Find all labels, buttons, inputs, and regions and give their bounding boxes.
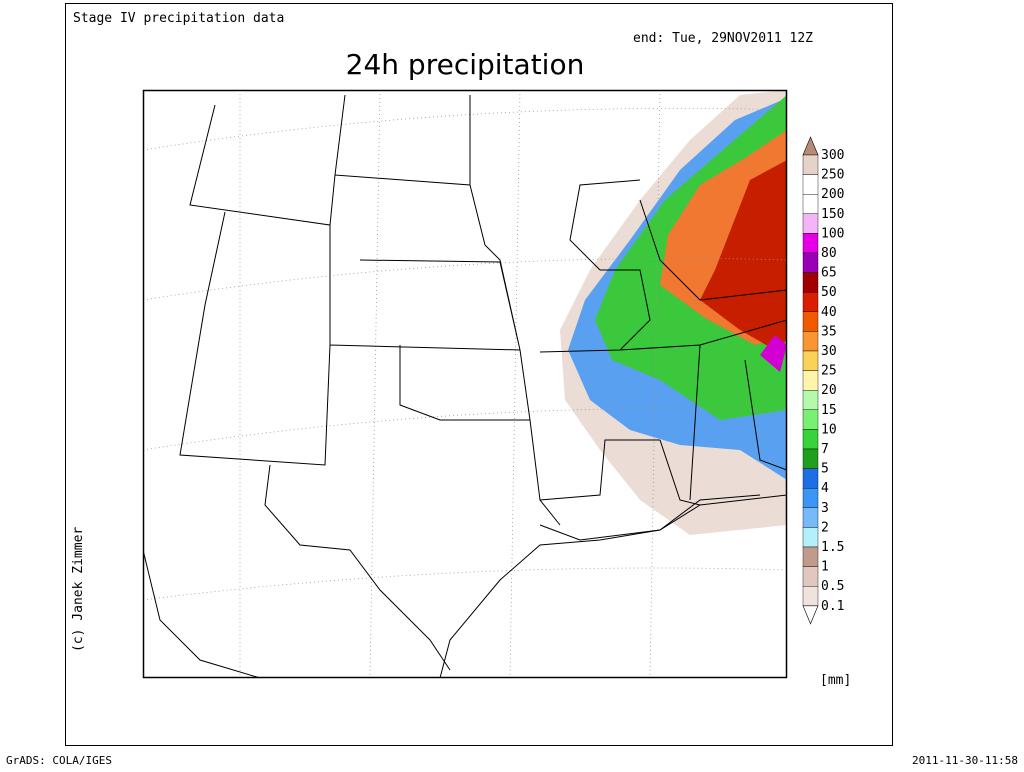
colorbar-box: [802, 174, 819, 195]
footer-left: GrADS: COLA/IGES: [6, 754, 112, 767]
colorbar-label: 150: [821, 207, 844, 222]
colorbar-label: 5: [821, 462, 829, 477]
colorbar-box: [802, 311, 819, 332]
precip-magenta: [760, 335, 787, 372]
colorbar-label: 50: [821, 285, 837, 300]
colorbar-box: [802, 546, 819, 567]
unit: [mm]: [820, 673, 851, 688]
credit: (c) Janek Zimmer: [71, 527, 86, 652]
colorbar-box: [802, 448, 819, 469]
colorbar-box: [802, 331, 819, 352]
colorbar-box: [802, 429, 819, 450]
colorbar-box: [802, 468, 819, 489]
state-borders: [179, 94, 787, 671]
colorbar-box: [802, 292, 819, 313]
colorbar-label: 25: [821, 364, 837, 379]
footer-right: 2011-11-30-11:58: [912, 754, 1018, 767]
colorbar-label: 10: [821, 422, 837, 437]
colorbar-box: [802, 350, 819, 371]
colorbar-box: [802, 233, 819, 254]
colorbar-label: 250: [821, 168, 844, 183]
colorbar-label: 200: [821, 187, 844, 202]
colorbar-label: 7: [821, 442, 829, 457]
colorbar-label: 1: [821, 560, 829, 575]
precip-red: [700, 160, 787, 350]
colorbar-label: 20: [821, 383, 837, 398]
source: Stage IV precipitation data: [73, 11, 284, 26]
colorbar-label: 30: [821, 344, 837, 359]
graticule: [143, 90, 787, 678]
colorbar-box: [802, 370, 819, 391]
colorbar-under: [802, 605, 819, 625]
colorbar-label: 40: [821, 305, 837, 320]
colorbar-label: 1.5: [821, 540, 844, 555]
colorbar-label: 0.1: [821, 599, 844, 614]
colorbar-box: [802, 586, 819, 607]
colorbar-label: 100: [821, 226, 844, 241]
colorbar-box: [802, 390, 819, 411]
colorbar-label: 3: [821, 501, 829, 516]
colorbar-label: 300: [821, 148, 844, 163]
colorbar-label: 80: [821, 246, 837, 261]
colorbar-label: 0.5: [821, 579, 844, 594]
colorbar-box: [802, 213, 819, 234]
colorbar-box: [802, 507, 819, 528]
colorbar-label: 15: [821, 403, 837, 418]
map: [143, 90, 787, 678]
colorbar-label: 35: [821, 324, 837, 339]
colorbar-box: [802, 193, 819, 214]
coastline: [143, 494, 761, 678]
title: 24h precipitation: [346, 48, 585, 81]
colorbar-box: [802, 527, 819, 548]
colorbar-box: [802, 488, 819, 509]
end-time: end: Tue, 29NOV2011 12Z: [633, 31, 813, 46]
colorbar-label: 4: [821, 481, 829, 496]
colorbar-box: [802, 252, 819, 273]
colorbar-label: 65: [821, 266, 837, 281]
map-frame: [142, 89, 788, 679]
colorbar-box: [802, 566, 819, 587]
colorbar: 300 250 200 150 100 80 65 50 40 35 30 25 20 15 10 7 5 4 3 2…: [802, 136, 844, 625]
colorbar-box: [802, 272, 819, 293]
colorbar-box: [802, 409, 819, 430]
colorbar-label: 2: [821, 520, 829, 535]
frame: [65, 3, 893, 746]
colorbar-box: [802, 154, 819, 175]
